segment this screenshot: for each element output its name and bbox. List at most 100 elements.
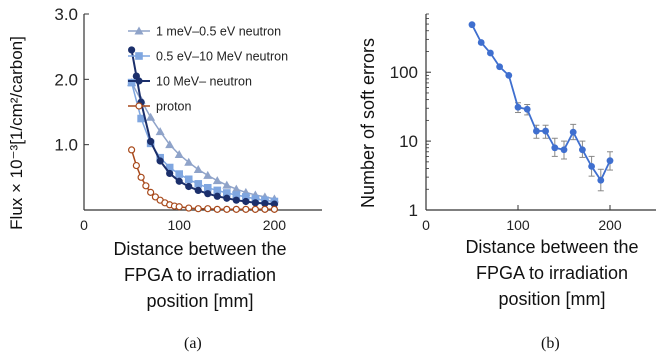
panel-a-series-3-point: [251, 199, 259, 207]
panel-b-y-axis-label: Number of soft errors: [358, 38, 378, 208]
panel-a-caption: (a): [184, 335, 202, 352]
panel-a-series-2-point: [184, 175, 193, 184]
panel-a-series-2-point: [203, 183, 212, 192]
panel-b-series-line: [471, 24, 611, 183]
panel-b-x-axis-label-line-3: position [mm]: [498, 289, 605, 309]
panel-a-series-3-point: [232, 196, 240, 204]
panel-a-series-3-point: [270, 200, 278, 208]
panel-a-series-1-point: [222, 180, 232, 189]
legend-item-2: 0.5 eV–10 MeV neutron: [128, 50, 288, 64]
panel-b-y-tick-label: 1: [409, 201, 418, 220]
panel-a-series-3-point: [242, 197, 250, 206]
legend-swatch-marker: [134, 26, 144, 35]
panel-a-series-4-point: [151, 193, 159, 201]
panel-a-series-3-point: [175, 177, 183, 185]
panel-a-series-4: [128, 146, 278, 213]
panel-b-series-point: [523, 105, 531, 113]
panel-a-series-4-point: [185, 204, 193, 212]
panel-b-caption: (b): [541, 335, 560, 352]
panel-b-series-point: [569, 128, 577, 136]
panel-a-series-4-point: [137, 173, 145, 181]
panel-a-series-4-point: [204, 205, 212, 213]
panel-a-series-4-point: [261, 205, 269, 213]
panel-a-series-2-point: [165, 163, 174, 172]
panel-b-series-point: [597, 176, 605, 184]
legend-label: proton: [156, 100, 191, 114]
panel-b-series-point: [606, 157, 614, 165]
legend-label: 10 MeV– neutron: [156, 75, 252, 89]
panel-a-series-3-point: [166, 169, 174, 178]
panel-b-series-point: [487, 49, 494, 57]
panel-b-series: [468, 21, 614, 192]
panel-b-series-point: [505, 71, 513, 79]
panel-b-series-point: [560, 146, 568, 154]
panel-b-series-point: [579, 146, 586, 154]
panel-a-series-2-point: [194, 180, 203, 188]
panel-a-series-1-point: [231, 184, 241, 193]
panel-a-series-4-point: [223, 205, 231, 213]
panel-a-series-3-point: [204, 190, 212, 198]
panel-a-series-3: [128, 46, 278, 208]
panel-b-ticks: 0 100 200 1 10 100: [390, 13, 622, 233]
panel-a-series-1-point: [184, 157, 194, 166]
panel-a-x-axis-label-line-2: FPGA to irradiation: [124, 265, 276, 285]
panel-b-series-point: [542, 127, 549, 135]
panel-a-x-tick-label: 200: [263, 217, 287, 233]
panel-a-legend: 1 meV–0.5 eV neutron 0.5 eV–10 MeV neutro…: [128, 25, 288, 114]
panel-a-series-2-point: [127, 78, 136, 87]
panel-a-y-tick-label: 3.0: [54, 5, 78, 24]
panel-a-series-4-point: [251, 205, 259, 213]
panel-a-series-3-point: [147, 137, 155, 145]
panel-a-series-4-point: [132, 161, 140, 170]
panel-a-series-4-point: [147, 188, 155, 196]
panel-a-x-axis-label-line-1: Distance between the: [113, 239, 286, 259]
panel-a-series-1-point: [174, 149, 184, 158]
panel-a-series-2-point: [213, 186, 222, 195]
panel-a-ticks: 0 100 200 1.0 2.0 3.0: [54, 5, 286, 233]
panel-a-series-1-point: [212, 176, 222, 185]
panel-b-series-point: [468, 21, 476, 29]
panel-a-series-3-point: [213, 192, 221, 200]
panel-a-series-3-line: [130, 49, 275, 206]
panel-a-series-3-point: [156, 157, 164, 165]
panel-a-series-3-point: [261, 199, 269, 208]
panel-a-series-4-point: [128, 146, 136, 154]
panel-b-x-tick-label: 200: [598, 217, 622, 233]
panel-b-x-axis-label-line-1: Distance between the: [465, 237, 638, 257]
panel-a-series-3-point: [223, 194, 231, 202]
panel-a-series-2-point: [251, 195, 260, 203]
legend-item-1: 1 meV–0.5 eV neutron: [128, 25, 281, 39]
panel-a-series-4-point: [142, 182, 150, 190]
panel-b-series-point: [551, 144, 559, 152]
panel-b-x-tick-label: 100: [506, 217, 530, 233]
legend-item-3: 10 MeV– neutron: [128, 75, 252, 89]
panel-a-y-tick-label: 1.0: [54, 136, 78, 155]
panel-a-series-4-point: [213, 205, 221, 213]
legend-label: 1 meV–0.5 eV neutron: [156, 25, 281, 39]
legend-label: 0.5 eV–10 MeV neutron: [156, 50, 288, 64]
panel-a-x-tick-label: 0: [80, 217, 88, 233]
panel-a-x-axis-label-line-3: position [mm]: [146, 291, 253, 311]
panel-a-series-1-line: [130, 82, 275, 200]
panel-a-series-3-point: [128, 46, 136, 54]
panel-a-series-2-point: [242, 193, 250, 201]
panel-b-series-point: [477, 39, 485, 46]
panel-a-series-2-point: [223, 189, 231, 197]
panel-b-series-point: [496, 63, 503, 71]
panel-a-series-1-point: [165, 140, 175, 149]
panel-a-series-4-point: [232, 205, 240, 213]
panel-a-y-tick-label: 2.0: [54, 70, 78, 89]
panel-b-series-point: [514, 103, 522, 111]
panel-b-x-tick-label: 0: [422, 217, 430, 233]
legend-swatch-marker: [135, 102, 143, 110]
panel-a-series: [127, 46, 279, 213]
panel-a: 0 100 200 1.0 2.0 3.0 Flux × 10⁻³[1/cm²/carbo…: [7, 5, 322, 352]
panel-b: 0 100 200 1 10 100 Number of soft errors Dist…: [358, 13, 656, 352]
panel-a-series-4-point: [175, 203, 183, 211]
panel-a-series-1-point: [146, 112, 156, 121]
legend-swatch-marker: [135, 52, 143, 60]
panel-a-series-1-point: [155, 127, 165, 136]
panel-a-series-1-point: [203, 170, 213, 179]
legend-item-4: proton: [128, 100, 191, 114]
